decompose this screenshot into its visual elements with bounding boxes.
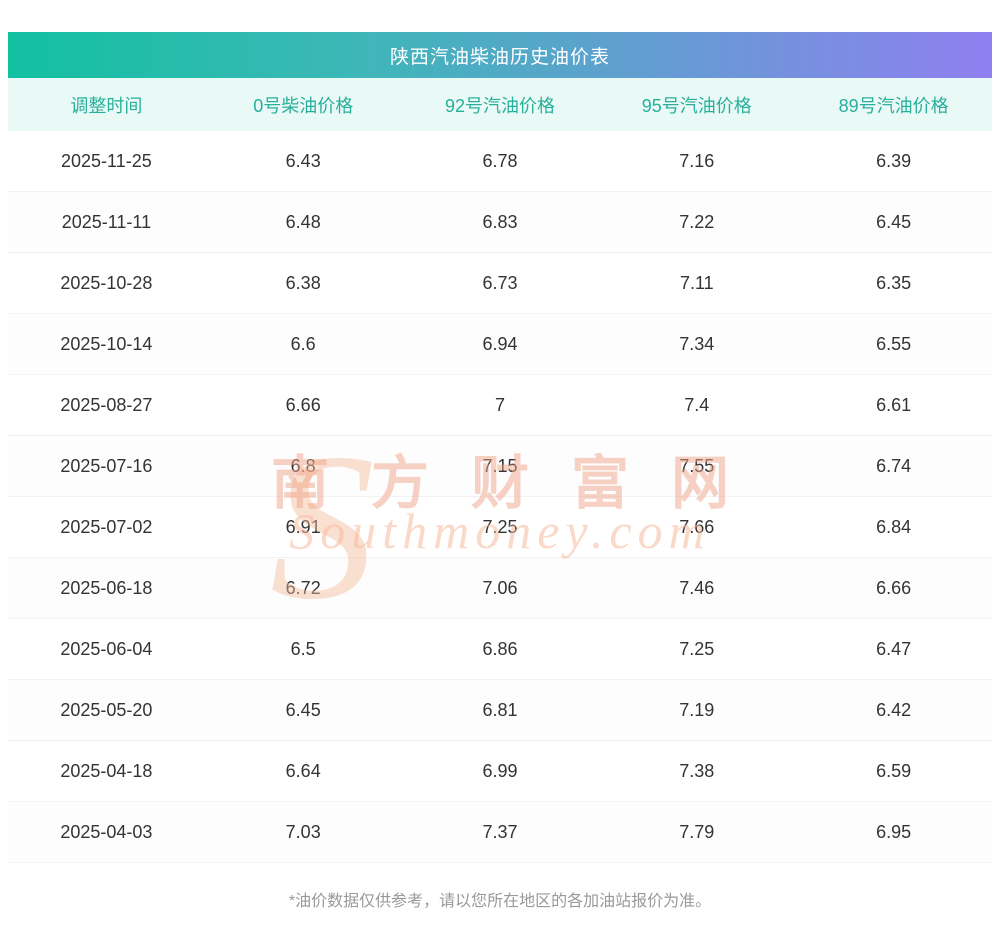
table-row: 2025-06-04 6.5 6.86 7.25 6.47 (8, 619, 992, 680)
price-cell: 6.43 (285, 150, 321, 171)
price-cell: 7 (494, 394, 505, 415)
footer-disclaimer: *油价数据仅供参考，请以您所在地区的各加油站报价为准。 (288, 893, 712, 910)
price-cell: 7.22 (679, 211, 715, 232)
table-row: 2025-05-20 6.45 6.81 7.19 6.42 (8, 680, 992, 741)
column-header-1: 0号柴油价格 (253, 95, 354, 116)
table-body: 2025-11-25 6.43 6.78 7.16 6.39 2025-11-11 6.48… (8, 131, 992, 863)
price-cell: 6.8 (290, 455, 316, 476)
column-header-2: 92号汽油价格 (444, 95, 555, 116)
price-cell: 6.74 (876, 455, 912, 476)
table-row: 2025-06-18 6.72 7.06 7.46 6.66 (8, 558, 992, 619)
table-row: 2025-10-28 6.38 6.73 7.11 6.35 (8, 253, 992, 314)
price-cell: 6.48 (285, 211, 321, 232)
price-cell: 7.4 (684, 394, 710, 415)
price-cell: 6.39 (876, 150, 912, 171)
price-cell: 7.15 (482, 455, 518, 476)
price-cell: 7.34 (679, 333, 715, 354)
price-cell: 6.73 (482, 272, 518, 293)
table-row: 2025-04-18 6.64 6.99 7.38 6.59 (8, 741, 992, 802)
column-header-4: 89号汽油价格 (838, 95, 949, 116)
date-cell: 2025-05-20 (60, 699, 153, 720)
price-cell: 6.38 (285, 272, 321, 293)
date-cell: 2025-10-28 (60, 272, 153, 293)
price-cell: 6.83 (482, 211, 518, 232)
price-cell: 6.6 (290, 333, 316, 354)
price-cell: 7.55 (679, 455, 715, 476)
price-cell: 7.25 (679, 638, 715, 659)
price-cell: 6.61 (876, 394, 912, 415)
price-cell: 7.06 (482, 577, 518, 598)
price-cell: 6.78 (482, 150, 518, 171)
price-cell: 6.95 (876, 821, 912, 842)
date-cell: 2025-11-11 (61, 211, 152, 232)
date-cell: 2025-06-18 (60, 577, 153, 598)
price-cell: 7.37 (482, 821, 518, 842)
price-cell: 6.59 (876, 760, 912, 781)
price-cell: 7.66 (679, 516, 715, 537)
price-cell: 6.45 (876, 211, 912, 232)
price-cell: 6.99 (482, 760, 518, 781)
date-cell: 2025-07-16 (60, 455, 153, 476)
table-row: 2025-07-02 6.91 7.25 7.66 6.84 (8, 497, 992, 558)
price-cell: 7.03 (285, 821, 321, 842)
price-cell: 6.64 (285, 760, 321, 781)
price-cell: 6.5 (290, 638, 316, 659)
table-row: 2025-07-16 6.8 7.15 7.55 6.74 (8, 436, 992, 497)
price-cell: 7.16 (679, 150, 715, 171)
table-header-row: 调整时间 0号柴油价格 92号汽油价格 95号汽油价格 89号汽油价格 (8, 78, 992, 131)
price-cell: 6.86 (482, 638, 518, 659)
table-title-bar: 陕西汽油柴油历史油价表 (8, 32, 992, 78)
page-title: 陕西汽油柴油历史油价表 (389, 46, 610, 68)
date-cell: 2025-08-27 (60, 394, 153, 415)
table-row: 2025-04-03 7.03 7.37 7.79 6.95 (8, 802, 992, 863)
price-cell: 7.79 (679, 821, 715, 842)
date-cell: 2025-07-02 (60, 516, 153, 537)
price-cell: 6.45 (285, 699, 321, 720)
price-cell: 6.72 (285, 577, 321, 598)
price-cell: 6.94 (482, 333, 518, 354)
date-cell: 2025-06-04 (60, 638, 153, 659)
price-cell: 7.38 (679, 760, 715, 781)
date-cell: 2025-04-18 (60, 760, 153, 781)
table-row: 2025-08-27 6.66 7 7.4 6.61 (8, 375, 992, 436)
price-cell: 6.42 (876, 699, 912, 720)
price-cell: 6.91 (285, 516, 321, 537)
column-header-0: 调整时间 (70, 95, 143, 116)
date-cell: 2025-04-03 (60, 821, 153, 842)
price-cell: 6.47 (876, 638, 912, 659)
price-table: 陕西汽油柴油历史油价表 调整时间 0号柴油价格 92号汽油价格 95号汽油价格 89号汽… (8, 32, 992, 863)
date-cell: 2025-10-14 (60, 333, 153, 354)
price-cell: 6.55 (876, 333, 912, 354)
price-cell: 7.46 (679, 577, 715, 598)
price-cell: 7.19 (679, 699, 715, 720)
price-cell: 7.25 (482, 516, 518, 537)
price-cell: 6.66 (285, 394, 321, 415)
price-cell: 6.84 (876, 516, 912, 537)
price-cell: 6.66 (876, 577, 912, 598)
column-header-3: 95号汽油价格 (641, 95, 752, 116)
date-cell: 2025-11-25 (61, 150, 152, 171)
price-cell: 7.11 (679, 272, 714, 293)
table-row: 2025-11-11 6.48 6.83 7.22 6.45 (8, 192, 992, 253)
table-row: 2025-10-14 6.6 6.94 7.34 6.55 (8, 314, 992, 375)
price-cell: 6.35 (876, 272, 912, 293)
table-row: 2025-11-25 6.43 6.78 7.16 6.39 (8, 131, 992, 192)
price-cell: 6.81 (482, 699, 518, 720)
